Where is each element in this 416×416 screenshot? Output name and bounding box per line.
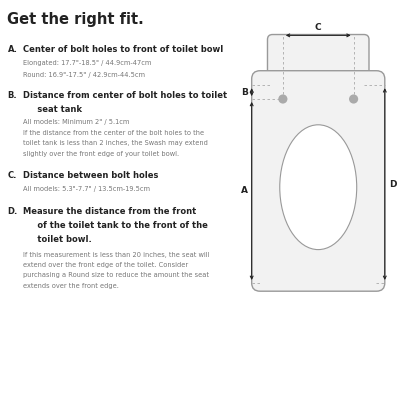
Text: D: D (389, 180, 396, 188)
Text: of the toilet tank to the front of the: of the toilet tank to the front of the (23, 221, 208, 230)
Text: toilet tank is less than 2 inches, the Swash may extend: toilet tank is less than 2 inches, the S… (23, 140, 208, 146)
Text: A: A (240, 186, 248, 196)
Text: Elongated: 17.7"-18.5" / 44.9cm-47cm: Elongated: 17.7"-18.5" / 44.9cm-47cm (23, 60, 151, 66)
Text: seat tank: seat tank (23, 105, 82, 114)
FancyBboxPatch shape (267, 35, 369, 90)
Text: Measure the distance from the front: Measure the distance from the front (23, 207, 196, 216)
Text: toilet bowl.: toilet bowl. (23, 235, 92, 245)
Text: All models: Minimum 2" / 5.1cm: All models: Minimum 2" / 5.1cm (23, 119, 129, 124)
Text: Distance between bolt holes: Distance between bolt holes (23, 171, 158, 181)
Text: slightly over the front edge of your toilet bowl.: slightly over the front edge of your toi… (23, 151, 179, 156)
Text: purchasing a Round size to reduce the amount the seat: purchasing a Round size to reduce the am… (23, 272, 209, 278)
FancyBboxPatch shape (252, 71, 385, 291)
Text: extends over the front edge.: extends over the front edge. (23, 283, 119, 289)
Text: extend over the front edge of the toilet. Consider: extend over the front edge of the toilet… (23, 262, 188, 268)
Text: B: B (240, 88, 248, 97)
Ellipse shape (280, 125, 357, 250)
Circle shape (278, 94, 287, 104)
Text: If this measurement is less than 20 inches, the seat will: If this measurement is less than 20 inch… (23, 252, 209, 258)
Text: All models: 5.3"-7.7" / 13.5cm-19.5cm: All models: 5.3"-7.7" / 13.5cm-19.5cm (23, 186, 150, 192)
Text: C: C (315, 23, 322, 32)
Text: If the distance from the center of the bolt holes to the: If the distance from the center of the b… (23, 130, 204, 136)
Text: Round: 16.9"-17.5" / 42.9cm-44.5cm: Round: 16.9"-17.5" / 42.9cm-44.5cm (23, 72, 145, 78)
Text: A.: A. (7, 45, 17, 54)
Text: D.: D. (7, 207, 18, 216)
Text: Center of bolt holes to front of toilet bowl: Center of bolt holes to front of toilet … (23, 45, 223, 54)
Text: C.: C. (7, 171, 17, 181)
Circle shape (349, 94, 358, 104)
Text: B.: B. (7, 91, 17, 100)
Text: Distance from center of bolt holes to toilet: Distance from center of bolt holes to to… (23, 91, 227, 100)
Text: Get the right fit.: Get the right fit. (7, 12, 144, 27)
